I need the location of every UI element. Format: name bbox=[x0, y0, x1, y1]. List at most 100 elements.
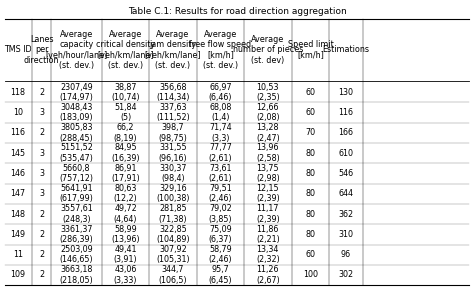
Text: 146: 146 bbox=[10, 169, 26, 178]
Text: 2: 2 bbox=[39, 210, 44, 219]
Text: 2: 2 bbox=[39, 88, 44, 97]
Text: 145: 145 bbox=[10, 149, 26, 158]
Text: 302: 302 bbox=[338, 270, 354, 279]
Text: 322,85
(104,89): 322,85 (104,89) bbox=[156, 225, 190, 244]
Text: 80: 80 bbox=[305, 230, 316, 239]
Text: 71,74
(3,3): 71,74 (3,3) bbox=[209, 123, 232, 143]
Text: 80: 80 bbox=[305, 149, 316, 158]
Text: 12,66
(2,08): 12,66 (2,08) bbox=[256, 103, 280, 122]
Text: 356,68
(114,34): 356,68 (114,34) bbox=[156, 83, 190, 102]
Text: 66,2
(8,19): 66,2 (8,19) bbox=[114, 123, 137, 143]
Text: 66,97
(6,46): 66,97 (6,46) bbox=[209, 83, 232, 102]
Text: 60: 60 bbox=[305, 88, 316, 97]
Text: Average
number of pieces
(st. dev): Average number of pieces (st. dev) bbox=[233, 35, 303, 65]
Text: 13,75
(2,98): 13,75 (2,98) bbox=[256, 164, 280, 183]
Text: Table C.1: Results for road direction aggregation: Table C.1: Results for road direction ag… bbox=[128, 7, 346, 16]
Text: 11: 11 bbox=[13, 250, 23, 259]
Text: 148: 148 bbox=[10, 210, 26, 219]
Text: 362: 362 bbox=[338, 210, 354, 219]
Text: 70: 70 bbox=[305, 128, 316, 137]
Text: 96: 96 bbox=[341, 250, 351, 259]
Text: 337,63
(111,52): 337,63 (111,52) bbox=[156, 103, 190, 122]
Text: 12,15
(2,39): 12,15 (2,39) bbox=[256, 184, 280, 203]
Text: 95,7
(6,45): 95,7 (6,45) bbox=[209, 265, 232, 285]
Text: 11,26
(2,67): 11,26 (2,67) bbox=[256, 265, 280, 285]
Text: 11,86
(2,21): 11,86 (2,21) bbox=[256, 225, 280, 244]
Text: 166: 166 bbox=[338, 128, 354, 137]
Text: 13,34
(2,32): 13,34 (2,32) bbox=[256, 245, 280, 264]
Text: Estimations: Estimations bbox=[322, 45, 370, 54]
Text: 5151,52
(535,47): 5151,52 (535,47) bbox=[60, 143, 93, 163]
Text: Speed limit
[km/h]: Speed limit [km/h] bbox=[288, 40, 333, 59]
Text: 80: 80 bbox=[305, 189, 316, 198]
Text: 38,87
(10,74): 38,87 (10,74) bbox=[111, 83, 140, 102]
Text: 2: 2 bbox=[39, 250, 44, 259]
Text: 84,95
(16,39): 84,95 (16,39) bbox=[111, 143, 140, 163]
Text: 10,53
(2,35): 10,53 (2,35) bbox=[256, 83, 280, 102]
Text: 79,51
(2,46): 79,51 (2,46) bbox=[209, 184, 232, 203]
Text: 10: 10 bbox=[13, 108, 23, 117]
Text: 75,09
(6,37): 75,09 (6,37) bbox=[209, 225, 232, 244]
Text: 281,85
(71,38): 281,85 (71,38) bbox=[159, 204, 187, 224]
Text: 5641,91
(617,99): 5641,91 (617,99) bbox=[60, 184, 93, 203]
Text: 147: 147 bbox=[10, 189, 26, 198]
Text: TMS ID: TMS ID bbox=[4, 45, 32, 54]
Text: 58,79
(2,46): 58,79 (2,46) bbox=[209, 245, 232, 264]
Text: 49,41
(3,91): 49,41 (3,91) bbox=[114, 245, 137, 264]
Text: Average
capacity
[veh/hour/lane]
(st. dev.): Average capacity [veh/hour/lane] (st. de… bbox=[46, 30, 108, 70]
Text: 2: 2 bbox=[39, 270, 44, 279]
Text: 118: 118 bbox=[10, 88, 26, 97]
Text: 3: 3 bbox=[39, 108, 44, 117]
Text: 13,28
(2,47): 13,28 (2,47) bbox=[256, 123, 280, 143]
Text: 3: 3 bbox=[39, 189, 44, 198]
Text: 109: 109 bbox=[10, 270, 26, 279]
Text: 3557,61
(248,3): 3557,61 (248,3) bbox=[60, 204, 93, 224]
Text: 80: 80 bbox=[305, 169, 316, 178]
Text: 2: 2 bbox=[39, 230, 44, 239]
Text: 310: 310 bbox=[338, 230, 354, 239]
Text: 58,99
(13,96): 58,99 (13,96) bbox=[111, 225, 140, 244]
Text: 546: 546 bbox=[338, 169, 354, 178]
Text: 307,92
(105,31): 307,92 (105,31) bbox=[156, 245, 190, 264]
Text: 2307,49
(174,97): 2307,49 (174,97) bbox=[60, 83, 93, 102]
Text: 3: 3 bbox=[39, 169, 44, 178]
Text: 329,16
(100,38): 329,16 (100,38) bbox=[156, 184, 190, 203]
Text: 3361,37
(286,39): 3361,37 (286,39) bbox=[60, 225, 93, 244]
Text: 77,77
(2,61): 77,77 (2,61) bbox=[209, 143, 232, 163]
Text: 5660,8
(757,12): 5660,8 (757,12) bbox=[60, 164, 93, 183]
Text: 3: 3 bbox=[39, 149, 44, 158]
Text: 116: 116 bbox=[338, 108, 354, 117]
Text: 100: 100 bbox=[303, 270, 318, 279]
Text: 51,84
(5): 51,84 (5) bbox=[114, 103, 137, 122]
Text: 3663,18
(218,05): 3663,18 (218,05) bbox=[60, 265, 93, 285]
Text: 149: 149 bbox=[10, 230, 26, 239]
Text: 60: 60 bbox=[305, 250, 316, 259]
Text: 60: 60 bbox=[305, 108, 316, 117]
Text: 86,91
(17,91): 86,91 (17,91) bbox=[111, 164, 140, 183]
Text: 80,63
(12,2): 80,63 (12,2) bbox=[114, 184, 137, 203]
Text: 49,72
(4,64): 49,72 (4,64) bbox=[114, 204, 137, 224]
Text: 43,06
(3,33): 43,06 (3,33) bbox=[114, 265, 137, 285]
Text: 610: 610 bbox=[338, 149, 354, 158]
Text: Average
free flow speed
[km/h]
(st. dev.): Average free flow speed [km/h] (st. dev.… bbox=[189, 30, 252, 70]
Text: 330,37
(98,4): 330,37 (98,4) bbox=[159, 164, 187, 183]
Text: Average
jam density
[veh/km/lane]
(st. dev.): Average jam density [veh/km/lane] (st. d… bbox=[145, 30, 201, 70]
Text: 2503,09
(146,65): 2503,09 (146,65) bbox=[60, 245, 93, 264]
Text: 644: 644 bbox=[338, 189, 354, 198]
Text: 79,02
(3,85): 79,02 (3,85) bbox=[209, 204, 232, 224]
Text: 2: 2 bbox=[39, 128, 44, 137]
Text: 80: 80 bbox=[305, 210, 316, 219]
Text: 398,7
(98,75): 398,7 (98,75) bbox=[159, 123, 187, 143]
Text: 11,17
(2,39): 11,17 (2,39) bbox=[256, 204, 280, 224]
Text: Lanes
per
direction: Lanes per direction bbox=[24, 35, 59, 65]
Text: 3805,83
(288,45): 3805,83 (288,45) bbox=[60, 123, 93, 143]
Text: 331,55
(96,16): 331,55 (96,16) bbox=[159, 143, 187, 163]
Text: 116: 116 bbox=[10, 128, 26, 137]
Text: 3048,43
(183,09): 3048,43 (183,09) bbox=[60, 103, 93, 122]
Text: 344,7
(106,5): 344,7 (106,5) bbox=[159, 265, 187, 285]
Text: Average
critical density
[veh/km/lane]
(st. dev.): Average critical density [veh/km/lane] (… bbox=[96, 30, 155, 70]
Text: 73,61
(2,61): 73,61 (2,61) bbox=[209, 164, 232, 183]
Text: 13,96
(2,58): 13,96 (2,58) bbox=[256, 143, 280, 163]
Text: 130: 130 bbox=[338, 88, 354, 97]
Text: 68,08
(1,4): 68,08 (1,4) bbox=[209, 103, 232, 122]
